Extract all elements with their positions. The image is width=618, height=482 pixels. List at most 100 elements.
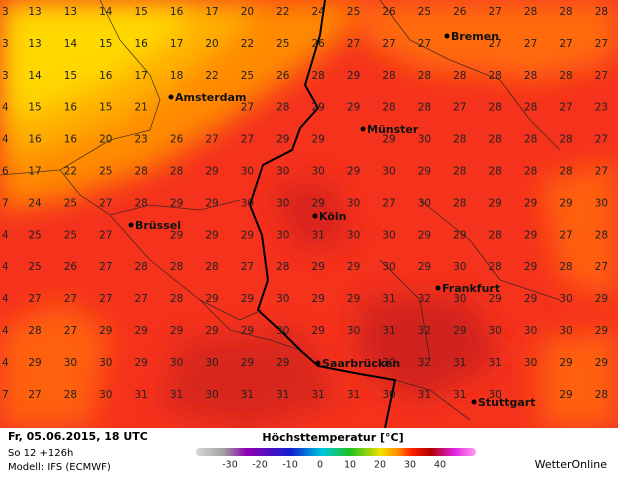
color-bar	[196, 448, 476, 456]
grid-value: 30	[241, 166, 254, 178]
grid-value: 22	[276, 6, 289, 18]
grid-value: 4	[2, 293, 9, 305]
grid-value: 14	[99, 6, 113, 18]
grid-value: 30	[241, 197, 254, 209]
grid-value: 27	[418, 38, 431, 50]
grid-value: 26	[382, 6, 396, 18]
grid-value: 29	[276, 134, 289, 146]
grid-value: 29	[595, 357, 608, 369]
grid-value: 27	[28, 389, 41, 401]
grid-value: 30	[382, 166, 395, 178]
grid-value: 27	[489, 38, 502, 50]
grid-value: 26	[170, 134, 184, 146]
grid-value: 27	[524, 38, 537, 50]
grid-value: 23	[135, 134, 148, 146]
grid-value: 30	[170, 357, 183, 369]
grid-value: 31	[382, 325, 395, 337]
grid-value: 27	[595, 38, 608, 50]
grid-value: 30	[595, 197, 608, 209]
grid-value: 27	[241, 102, 254, 114]
grid-value: 29	[241, 229, 254, 241]
grid-value: 28	[135, 261, 148, 273]
grid-value: 29	[453, 229, 466, 241]
grid-value: 28	[489, 102, 502, 114]
grid-value: 15	[99, 38, 112, 50]
grid-value: 28	[489, 70, 502, 82]
grid-value: 28	[453, 197, 466, 209]
grid-value: 25	[64, 229, 77, 241]
grid-value: 29	[170, 197, 183, 209]
city-label: Frankfurt	[442, 282, 500, 295]
grid-value: 27	[99, 261, 112, 273]
grid-value: 30	[524, 325, 537, 337]
grid-value: 29	[276, 357, 289, 369]
tick-label: 0	[317, 460, 323, 471]
grid-value: 14	[64, 38, 78, 50]
grid-value: 29	[347, 166, 360, 178]
grid-value: 31	[276, 389, 289, 401]
grid-value: 13	[28, 6, 41, 18]
grid-value: 27	[99, 293, 112, 305]
grid-value: 30	[382, 261, 395, 273]
grid-value: 29	[312, 102, 325, 114]
grid-value: 30	[418, 197, 431, 209]
grid-value: 30	[453, 261, 466, 273]
grid-value: 16	[64, 134, 78, 146]
grid-value: 30	[276, 293, 289, 305]
grid-value: 20	[99, 134, 112, 146]
grid-value: 28	[559, 261, 572, 273]
grid-value: 29	[489, 197, 502, 209]
grid-value: 16	[64, 102, 78, 114]
grid-value: 27	[241, 134, 254, 146]
grid-value: 13	[28, 38, 41, 50]
grid-value: 15	[28, 102, 41, 114]
grid-value: 27	[135, 293, 148, 305]
grid-value: 4	[2, 261, 9, 273]
grid-value: 25	[28, 229, 41, 241]
grid-value: 28	[524, 6, 537, 18]
grid-value: 29	[205, 229, 218, 241]
grid-value: 29	[312, 293, 325, 305]
grid-value: 25	[276, 38, 289, 50]
grid-value: 29	[312, 261, 325, 273]
grid-value: 25	[99, 166, 112, 178]
grid-value: 31	[135, 389, 148, 401]
grid-value: 31	[241, 389, 254, 401]
grid-value: 31	[170, 389, 183, 401]
grid-value: 27	[559, 102, 572, 114]
grid-value: 28	[382, 102, 395, 114]
grid-value: 15	[64, 70, 77, 82]
grid-value: 28	[489, 261, 502, 273]
grid-value: 29	[559, 357, 572, 369]
run: So 12 +126h	[8, 448, 73, 459]
grid-value: 30	[276, 166, 289, 178]
grid-value: 27	[559, 38, 572, 50]
grid-value: 28	[559, 166, 572, 178]
grid-value: 26	[276, 70, 290, 82]
grid-value: 28	[489, 229, 502, 241]
grid-value: 26	[312, 38, 326, 50]
grid-value: 28	[595, 229, 608, 241]
grid-value: 28	[276, 261, 289, 273]
grid-value: 3	[2, 6, 9, 18]
grid-value: 16	[170, 6, 184, 18]
grid-value: 24	[312, 6, 326, 18]
grid-value: 30	[489, 389, 502, 401]
grid-value: 31	[382, 293, 395, 305]
city-label: Köln	[319, 210, 347, 223]
grid-value: 24	[28, 197, 42, 209]
grid-value: 28	[418, 102, 431, 114]
grid-value: 29	[99, 325, 112, 337]
grid-value: 28	[205, 261, 218, 273]
grid-value: 27	[595, 261, 608, 273]
grid-value: 29	[559, 389, 572, 401]
tick-label: -10	[282, 460, 298, 471]
grid-value: 17	[170, 38, 183, 50]
city-label: Brüssel	[135, 219, 181, 232]
grid-value: 15	[135, 6, 148, 18]
grid-value: 29	[347, 102, 360, 114]
grid-value: 28	[524, 166, 537, 178]
grid-value: 29	[347, 261, 360, 273]
grid-value: 13	[64, 6, 77, 18]
tick-label: -30	[222, 460, 238, 471]
